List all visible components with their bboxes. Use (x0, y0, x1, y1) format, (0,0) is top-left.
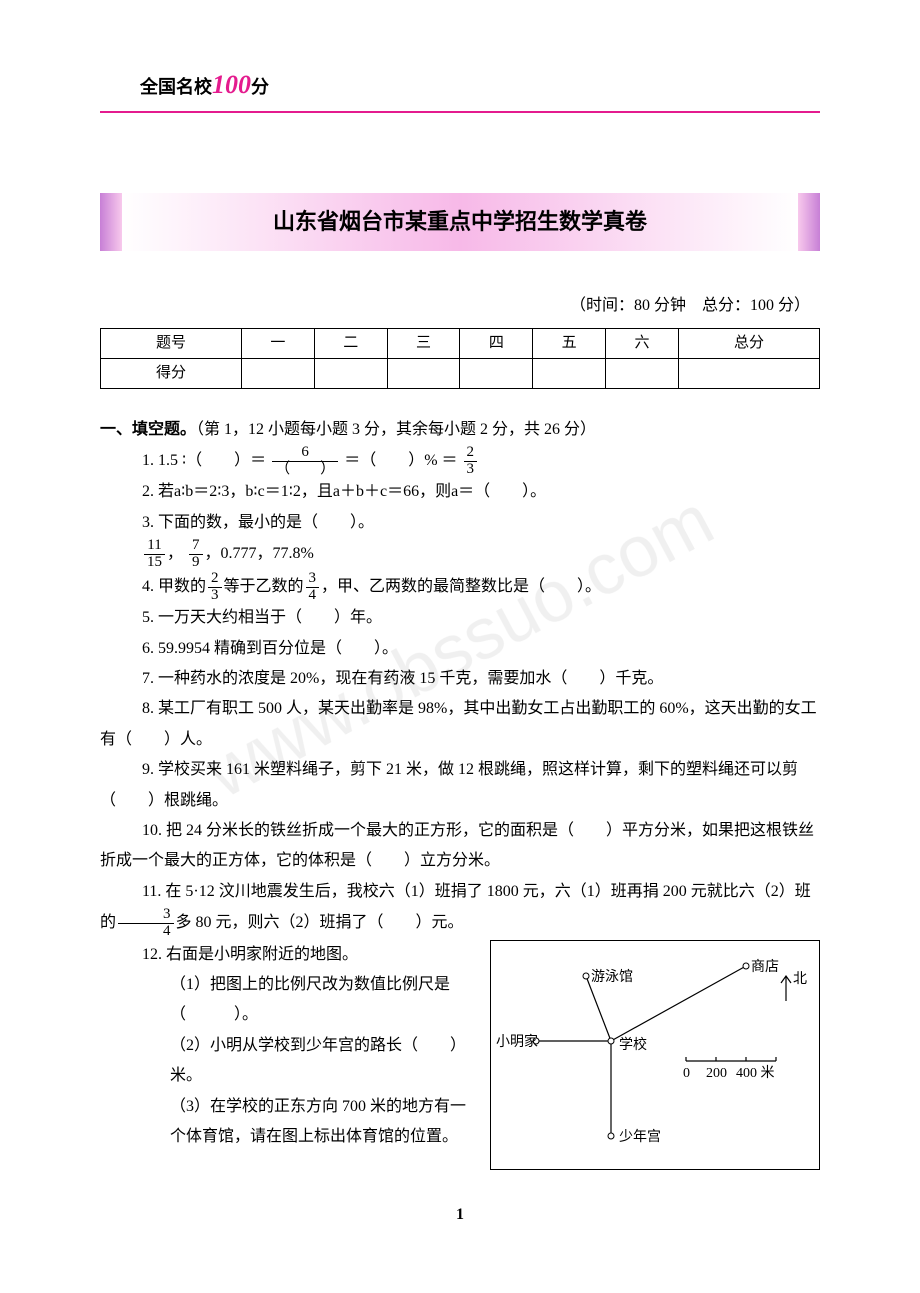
den: 3 (208, 588, 222, 604)
th: 二 (314, 328, 387, 358)
den: 3 (464, 462, 478, 478)
banner-bar-left (100, 193, 122, 251)
q12-block: 12. 右面是小明家附近的地图。 （1）把图上的比例尺改为数值比例尺是（ ）。 … (100, 940, 820, 1170)
num: 3 (118, 907, 174, 924)
map-label-home: 小明家 (496, 1033, 538, 1050)
map-scale-2: 400 米 (736, 1065, 775, 1081)
den: 4 (118, 924, 174, 940)
den: 9 (189, 555, 203, 571)
page-title: 山东省烟台市某重点中学招生数学真卷 (122, 193, 798, 251)
map-label-north: 北 (793, 971, 807, 987)
row-label: 得分 (101, 358, 242, 388)
logo-prefix: 全国名校 (140, 77, 212, 97)
banner-bar-right (798, 193, 820, 251)
th: 六 (606, 328, 679, 358)
q12-map: 游泳馆 商店 小明家 学校 少年宫 北 0 200 400 米 (490, 940, 820, 1170)
q11: 11. 在 5·12 汶川地震发生后，我校六（1）班捐了 1800 元，六（1）… (100, 877, 820, 940)
fraction: 34 (306, 571, 320, 604)
q12-p1: （1）把图上的比例尺改为数值比例尺是（ ）。 (100, 970, 474, 1031)
sep: ， (167, 545, 183, 562)
logo-hundred: 100 (212, 70, 251, 99)
q3-line1: 3. 下面的数，最小的是（ ）。 (142, 508, 820, 538)
txt: 4. 甲数的 (142, 578, 206, 595)
q10: 10. 把 24 分米长的铁丝折成一个最大的正方形，它的面积是（ ）平方分米，如… (100, 816, 820, 877)
table-row: 题号 一 二 三 四 五 六 总分 (101, 328, 820, 358)
map-label-pool: 游泳馆 (591, 969, 633, 985)
logo: 全国名校100分 (100, 77, 269, 97)
q12-head: 12. 右面是小明家附近的地图。 (100, 940, 474, 970)
q4: 4. 甲数的23等于乙数的34，甲、乙两数的最简整数比是（ ）。 (100, 571, 820, 604)
q12-p3: （3）在学校的正东方向 700 米的地方有一个体育馆，请在图上标出体育馆的位置。 (100, 1092, 474, 1153)
q12-p2: （2）小明从学校到少年宫的路长（ ）米。 (100, 1031, 474, 1092)
num: 11 (144, 538, 165, 555)
table-row: 得分 (101, 358, 820, 388)
q3-line2: 1115， 79，0.777，77.8% (142, 538, 820, 571)
q3: 3. 下面的数，最小的是（ ）。 1115， 79，0.777，77.8% (100, 508, 820, 571)
num: 2 (208, 571, 222, 588)
num: 6 (272, 445, 338, 462)
q2: 2. 若a∶b＝2∶3，b∶c＝1∶2，且a＋b＋c＝66，则a＝（ ）。 (100, 477, 820, 507)
txt: 多 80 元，则六（2）班捐了（ ）元。 (176, 914, 464, 931)
title-banner: 山东省烟台市某重点中学招生数学真卷 (100, 193, 820, 251)
map-label-school: 学校 (619, 1036, 647, 1053)
q6: 6. 59.9954 精确到百分位是（ ）。 (100, 634, 820, 664)
num: 2 (464, 445, 478, 462)
th: 总分 (678, 328, 819, 358)
q8: 8. 某工厂有职工 500 人，某天出勤率是 98%，其中出勤女工占出勤职工的 … (100, 694, 820, 755)
fraction: 79 (189, 538, 203, 571)
txt: ，甲、乙两数的最简整数比是（ ）。 (321, 578, 601, 595)
map-svg: 游泳馆 商店 小明家 学校 少年宫 北 0 200 400 米 (491, 941, 821, 1171)
fraction: 6（ ） (272, 445, 338, 478)
fraction: 23 (464, 445, 478, 478)
cell (533, 358, 606, 388)
cell (678, 358, 819, 388)
cell (314, 358, 387, 388)
logo-suffix: 分 (251, 77, 269, 97)
q5: 5. 一万天大约相当于（ ）年。 (100, 603, 820, 633)
cell (387, 358, 460, 388)
q12-text: 12. 右面是小明家附近的地图。 （1）把图上的比例尺改为数值比例尺是（ ）。 … (100, 940, 474, 1153)
section-desc: （第 1，12 小题每小题 3 分，其余每小题 2 分，共 26 分） (196, 421, 596, 438)
num: 7 (189, 538, 203, 555)
q1-mid: ＝（ ）% ＝ (344, 452, 457, 469)
fraction: 23 (208, 571, 222, 604)
q1-pre: 1. 1.5 ∶（ ）＝ (142, 452, 266, 469)
q1: 1. 1.5 ∶（ ）＝ 6（ ） ＝（ ）% ＝ 23 (100, 445, 820, 478)
th: 四 (460, 328, 533, 358)
th: 题号 (101, 328, 242, 358)
map-label-shop: 商店 (751, 959, 779, 975)
header-logo-row: 全国名校100分 (100, 60, 820, 113)
fraction: 1115 (144, 538, 165, 571)
den: 15 (144, 555, 165, 571)
num: 3 (306, 571, 320, 588)
meta-line: （时间：80 分钟 总分：100 分） (100, 291, 820, 321)
q7: 7. 一种药水的浓度是 20%，现在有药液 15 千克，需要加水（ ）千克。 (100, 664, 820, 694)
th: 三 (387, 328, 460, 358)
section-head: 一、填空题。 (100, 421, 196, 438)
th: 一 (242, 328, 315, 358)
section-1: 一、填空题。（第 1，12 小题每小题 3 分，其余每小题 2 分，共 26 分… (100, 415, 820, 1170)
map-label-youth: 少年宫 (619, 1129, 661, 1145)
den: 4 (306, 588, 320, 604)
cell (460, 358, 533, 388)
rest: ，0.777，77.8% (205, 545, 314, 562)
fraction: 34 (118, 907, 174, 940)
den: （ ） (272, 462, 338, 478)
map-scale-0: 0 (683, 1066, 690, 1081)
q9: 9. 学校买来 161 米塑料绳子，剪下 21 米，做 12 根跳绳，照这样计算… (100, 755, 820, 816)
th: 五 (533, 328, 606, 358)
score-table: 题号 一 二 三 四 五 六 总分 得分 (100, 328, 820, 389)
page-number: 1 (100, 1200, 820, 1230)
txt: 等于乙数的 (224, 578, 304, 595)
cell (606, 358, 679, 388)
cell (242, 358, 315, 388)
map-box: 游泳馆 商店 小明家 学校 少年宫 北 0 200 400 米 (490, 940, 820, 1170)
map-scale-1: 200 (706, 1066, 727, 1081)
